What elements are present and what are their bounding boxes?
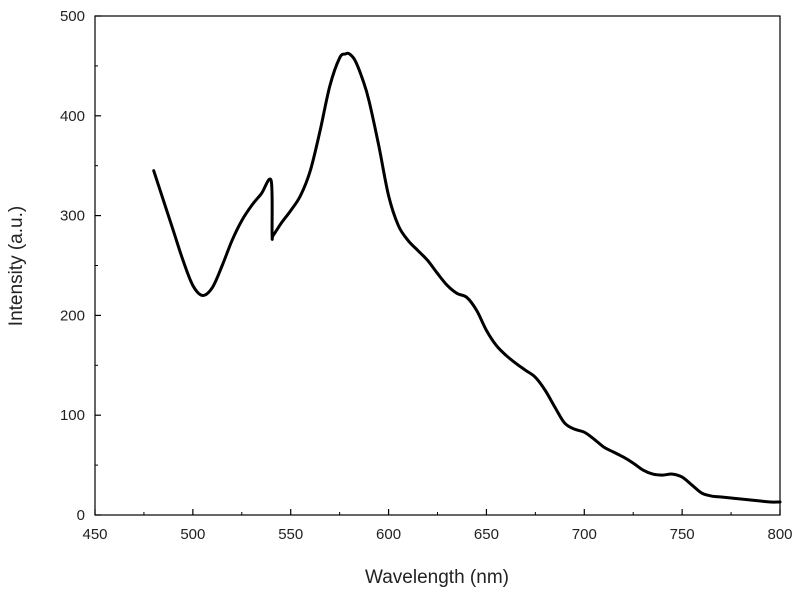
y-tick-label: 300 bbox=[60, 208, 85, 225]
x-tick-label: 650 bbox=[474, 526, 499, 543]
y-tick-label: 400 bbox=[60, 108, 85, 125]
x-tick-label: 550 bbox=[278, 526, 303, 543]
y-tick-label: 0 bbox=[77, 507, 85, 524]
x-tick-label: 450 bbox=[82, 526, 107, 543]
tick-layer: 450 500 550 600 650 700 750 800 0 100 200 300 400 500 bbox=[60, 8, 793, 543]
x-tick-label: 700 bbox=[572, 526, 597, 543]
y-tick-label: 100 bbox=[60, 407, 85, 424]
y-tick-label: 500 bbox=[60, 8, 85, 25]
y-tick-label: 200 bbox=[60, 307, 85, 324]
series-line bbox=[152, 51, 782, 504]
y-axis-title: Intensity (a.u.) bbox=[6, 206, 27, 326]
x-axis-title: Wavelength (nm) bbox=[365, 567, 509, 588]
x-tick-label: 600 bbox=[376, 526, 401, 543]
x-tick-label: 500 bbox=[180, 526, 205, 543]
line-layer bbox=[152, 51, 782, 504]
x-tick-label: 800 bbox=[767, 526, 792, 543]
x-tick-label: 750 bbox=[670, 526, 695, 543]
